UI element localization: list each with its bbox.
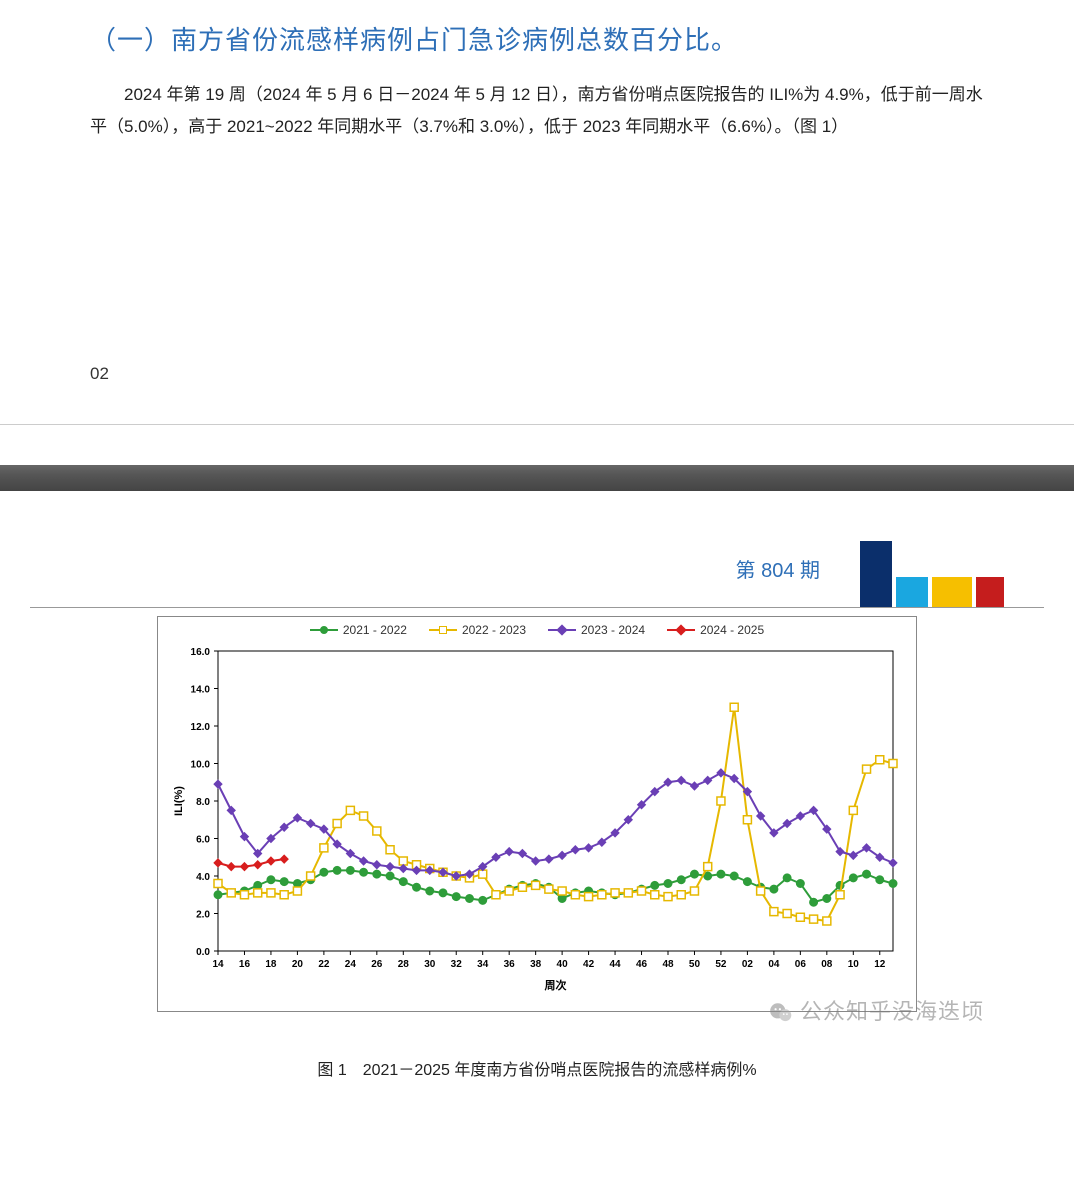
svg-text:4.0: 4.0 — [196, 872, 210, 883]
svg-text:12.0: 12.0 — [191, 722, 211, 733]
decorative-color-blocks — [860, 541, 1004, 607]
svg-text:46: 46 — [636, 959, 648, 970]
svg-text:32: 32 — [451, 959, 463, 970]
svg-text:24: 24 — [345, 959, 357, 970]
svg-text:14: 14 — [212, 959, 224, 970]
svg-text:44: 44 — [609, 959, 621, 970]
section-paragraph: 2024 年第 19 周（2024 年 5 月 6 日－2024 年 5 月 1… — [90, 79, 984, 144]
svg-text:10.0: 10.0 — [191, 759, 211, 770]
svg-text:34: 34 — [477, 959, 489, 970]
page-number: 02 — [90, 364, 984, 384]
legend-item: 2023 - 2024 — [548, 623, 645, 637]
svg-text:38: 38 — [530, 959, 542, 970]
color-block — [932, 577, 972, 607]
section-heading: （一）南方省份流感样病例占门急诊病例总数百分比。 — [90, 20, 984, 57]
svg-text:0.0: 0.0 — [196, 947, 210, 958]
chart-container: 2021 - 2022 2022 - 2023 2023 - 2024 2024 - … — [157, 616, 917, 1012]
svg-text:22: 22 — [318, 959, 330, 970]
chart-legend: 2021 - 2022 2022 - 2023 2023 - 2024 2024 - … — [168, 623, 906, 637]
svg-text:06: 06 — [795, 959, 807, 970]
legend-item: 2024 - 2025 — [667, 623, 764, 637]
svg-text:8.0: 8.0 — [196, 797, 210, 808]
svg-text:48: 48 — [662, 959, 674, 970]
svg-text:16: 16 — [239, 959, 251, 970]
svg-text:18: 18 — [265, 959, 277, 970]
color-block — [896, 577, 928, 607]
watermark: 公众知乎没海迭顷 — [30, 994, 1044, 1026]
svg-text:40: 40 — [557, 959, 569, 970]
svg-text:20: 20 — [292, 959, 304, 970]
issue-number: 第 804 期 — [736, 554, 820, 607]
chart-caption: 图 1 2021－2025 年度南方省份哨点医院报告的流感样病例% — [30, 1056, 1044, 1080]
svg-text:04: 04 — [768, 959, 780, 970]
color-block — [976, 577, 1004, 607]
divider-bar — [0, 465, 1074, 491]
legend-item: 2021 - 2022 — [310, 623, 407, 637]
svg-text:28: 28 — [398, 959, 410, 970]
svg-text:12: 12 — [874, 959, 886, 970]
svg-text:2.0: 2.0 — [196, 909, 210, 920]
svg-text:52: 52 — [715, 959, 727, 970]
svg-text:50: 50 — [689, 959, 701, 970]
svg-text:02: 02 — [742, 959, 754, 970]
wechat-icon — [768, 1000, 794, 1026]
svg-text:ILI(%): ILI(%) — [173, 785, 185, 815]
color-block — [860, 541, 892, 607]
svg-text:14.0: 14.0 — [191, 684, 211, 695]
watermark-text: 公众知乎没海迭顷 — [800, 999, 984, 1024]
svg-text:周次: 周次 — [545, 978, 567, 992]
svg-text:10: 10 — [848, 959, 860, 970]
svg-text:26: 26 — [371, 959, 383, 970]
line-chart: 0.0 2.0 4.0 6.0 8.0 10.0 12.0 14.0 16.0 ILI(%) 14 1… — [168, 641, 908, 1001]
svg-text:30: 30 — [424, 959, 436, 970]
svg-text:36: 36 — [504, 959, 516, 970]
svg-text:08: 08 — [821, 959, 833, 970]
svg-text:6.0: 6.0 — [196, 834, 210, 845]
legend-item: 2022 - 2023 — [429, 623, 526, 637]
svg-text:42: 42 — [583, 959, 595, 970]
svg-text:16.0: 16.0 — [191, 647, 211, 658]
